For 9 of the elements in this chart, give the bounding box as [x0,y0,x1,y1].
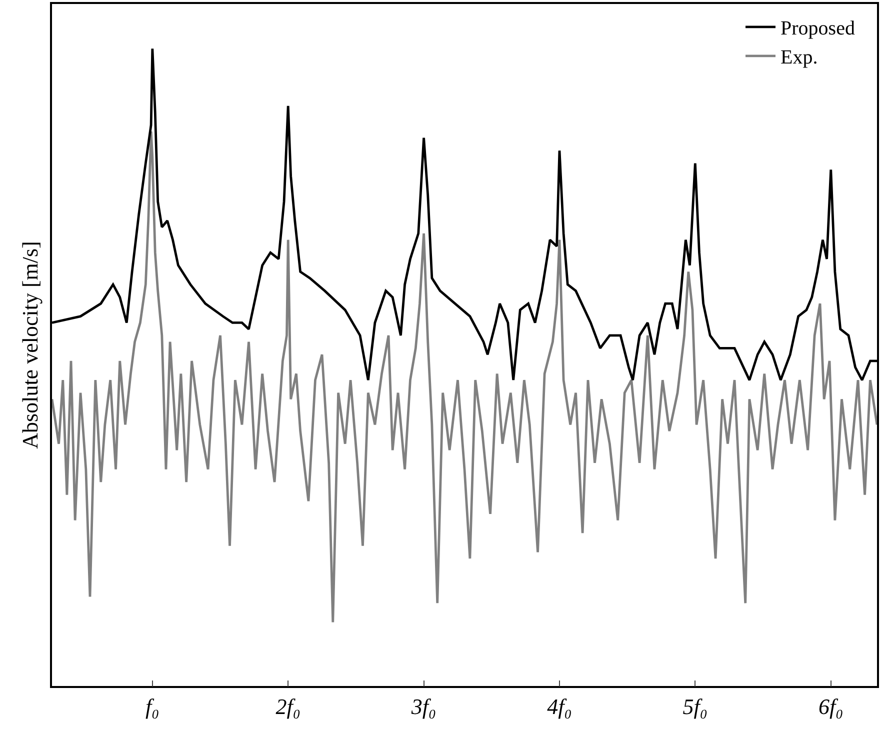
x-tick-label: 4f₀ [547,694,572,720]
x-tick-label: 2f₀ [276,694,300,720]
x-tick-label: 6f₀ [818,694,844,720]
x-tick-label: 3f₀ [410,694,436,720]
x-tick-label: 5f₀ [682,694,708,720]
legend-label: Exp. [780,46,818,69]
x-tick-label: f₀ [146,694,160,720]
y-axis-title: Absolute velocity [m/s] [18,241,43,449]
legend-label: Proposed [780,18,855,40]
